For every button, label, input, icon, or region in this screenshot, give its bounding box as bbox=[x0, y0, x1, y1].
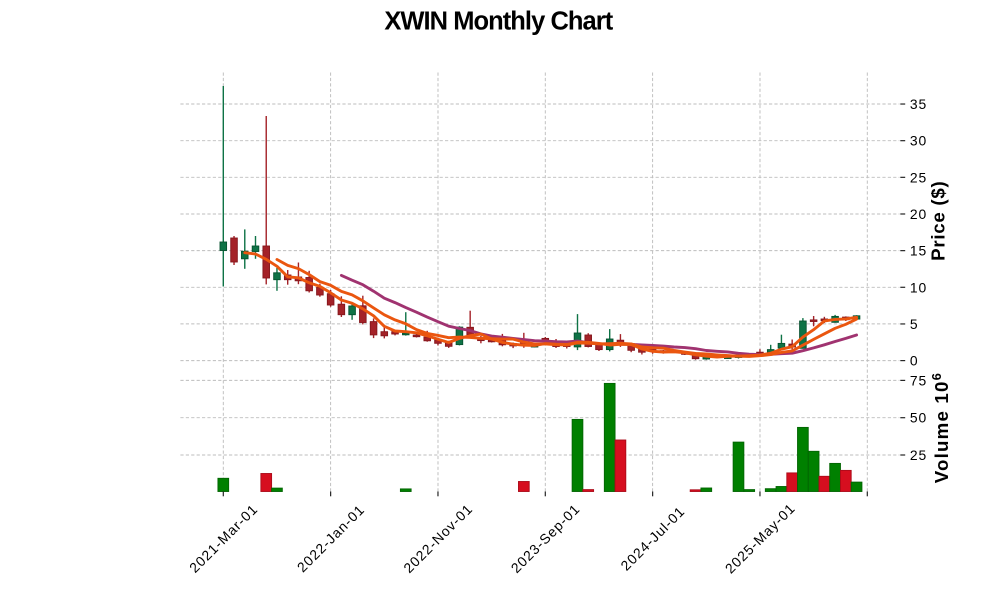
svg-text:15: 15 bbox=[910, 243, 927, 259]
svg-text:50: 50 bbox=[910, 410, 927, 426]
svg-text:25: 25 bbox=[910, 169, 927, 185]
svg-text:XWIN Monthly Chart: XWIN Monthly Chart bbox=[384, 8, 613, 36]
svg-text:Price ($): Price ($) bbox=[927, 181, 948, 261]
svg-text:20: 20 bbox=[910, 206, 927, 222]
svg-text:Volume 106: Volume 106 bbox=[929, 372, 952, 483]
svg-text:10: 10 bbox=[910, 279, 927, 295]
svg-text:30: 30 bbox=[910, 133, 927, 149]
svg-text:5: 5 bbox=[910, 316, 919, 332]
svg-text:25: 25 bbox=[910, 447, 927, 463]
svg-text:35: 35 bbox=[910, 96, 927, 112]
svg-text:0: 0 bbox=[910, 353, 919, 369]
svg-text:75: 75 bbox=[910, 372, 927, 388]
